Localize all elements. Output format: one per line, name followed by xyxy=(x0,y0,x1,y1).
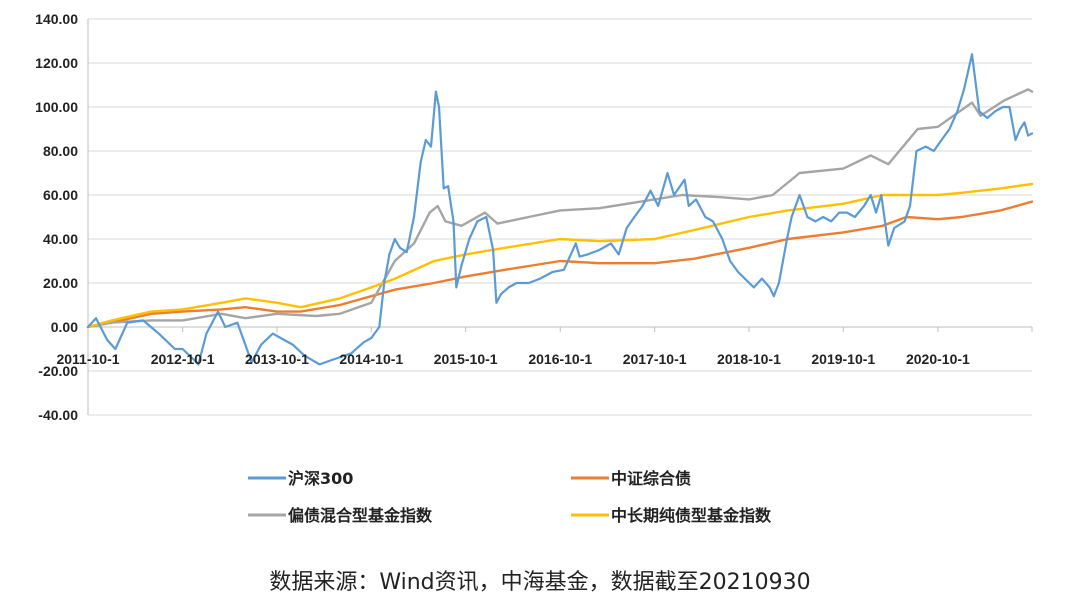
y-tick-label: 20.00 xyxy=(43,275,78,291)
x-tick-label: 2020-10-1 xyxy=(906,351,970,367)
legend-label: 中证综合债 xyxy=(611,469,691,488)
series-line-2 xyxy=(86,200,1034,329)
series-line-4 xyxy=(86,182,1034,329)
source-note: 数据来源：Wind资讯，中海基金，数据截至20210930 xyxy=(269,570,811,595)
series-line-3 xyxy=(86,88,1034,329)
x-tick-label: 2014-10-1 xyxy=(339,351,403,367)
x-tick-label: 2016-10-1 xyxy=(528,351,592,367)
y-tick-label: -20.00 xyxy=(38,363,78,379)
y-tick-label: 100.00 xyxy=(35,99,78,115)
x-tick-label: 2011-10-1 xyxy=(56,351,119,367)
y-tick-label: 60.00 xyxy=(43,187,78,203)
legend-label: 偏债混合型基金指数 xyxy=(288,506,433,525)
x-tick-label: 2017-10-1 xyxy=(623,351,687,367)
x-tick-label: 2019-10-1 xyxy=(811,351,875,367)
series-lines xyxy=(86,53,1034,366)
x-tick-label: 2012-10-1 xyxy=(151,351,215,367)
y-tick-labels: 140.00 120.00 100.00 80.00 60.00 40.00 20.00 0.… xyxy=(35,11,78,423)
legend-label: 中长期纯债型基金指数 xyxy=(611,506,772,525)
x-tick-labels: 2011-10-1 2012-10-1 2013-10-1 2014-10-1 2015… xyxy=(56,351,970,367)
y-tick-label: 140.00 xyxy=(35,11,78,27)
series-line-1 xyxy=(86,53,1034,366)
y-tick-label: 0.00 xyxy=(51,319,78,335)
x-tick-label: 2013-10-1 xyxy=(245,351,309,367)
y-tick-label: 80.00 xyxy=(43,143,78,159)
x-tick-label: 2018-10-1 xyxy=(717,351,781,367)
x-tick-label: 2015-10-1 xyxy=(434,351,498,367)
axes xyxy=(87,19,1033,415)
y-tick-label: -40.00 xyxy=(38,407,78,423)
legend-label: 沪深300 xyxy=(288,469,353,488)
y-tick-label: 120.00 xyxy=(35,55,78,71)
y-tick-label: 40.00 xyxy=(43,231,78,247)
